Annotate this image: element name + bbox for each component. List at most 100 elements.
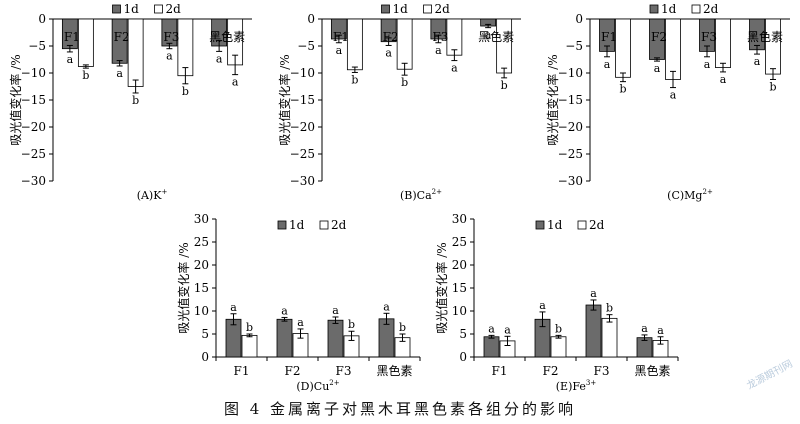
significance-label: a — [539, 299, 546, 312]
category-label: 黑色素 — [747, 30, 783, 44]
bar — [615, 18, 631, 78]
y-tick-label: −25 — [290, 147, 315, 161]
legend-swatch — [649, 4, 659, 14]
y-tick-label: 0 — [38, 12, 46, 26]
legend-label: 2d — [331, 218, 347, 232]
significance-label: a — [704, 58, 711, 71]
y-tick-label: −10 — [558, 66, 583, 80]
category-label: 黑色素 — [376, 364, 412, 378]
significance-label: a — [332, 304, 339, 317]
significance-label: a — [336, 44, 343, 57]
y-tick-label: −20 — [290, 120, 315, 134]
significance-label: a — [604, 58, 611, 71]
y-tick-label: −30 — [21, 174, 46, 188]
y-tick-label: −10 — [290, 66, 315, 80]
category-label: F2 — [285, 364, 301, 378]
category-label: F1 — [492, 364, 508, 378]
legend-label: 1d — [547, 218, 563, 232]
bar — [483, 336, 500, 358]
bar — [396, 18, 413, 70]
significance-label: a — [435, 44, 442, 57]
legend-swatch — [577, 220, 587, 230]
panel-label: (A)K+ — [137, 188, 168, 202]
panel-label: (C)Mg2+ — [667, 188, 713, 202]
y-tick-label: −20 — [21, 120, 46, 134]
significance-label: a — [297, 316, 304, 329]
category-label: F3 — [432, 30, 448, 44]
significance-label: b — [769, 80, 776, 93]
y-tick-label: −25 — [558, 147, 583, 161]
y-tick-label: 20 — [194, 258, 209, 272]
y-tick-label: 0 — [201, 350, 209, 364]
significance-label: b — [501, 79, 508, 92]
legend-swatch — [691, 4, 701, 14]
y-tick-label: −5 — [297, 39, 315, 53]
significance-label: b — [399, 321, 406, 334]
bar — [496, 18, 513, 74]
category-label: F1 — [234, 364, 250, 378]
bar — [327, 319, 344, 358]
significance-label: a — [720, 73, 727, 86]
y-tick-label: −10 — [21, 66, 46, 80]
legend-label: 1d — [124, 2, 140, 16]
legend-swatch — [535, 220, 545, 230]
y-tick-label: 25 — [194, 235, 209, 249]
significance-label: b — [351, 73, 358, 86]
y-tick-label: 30 — [452, 212, 467, 226]
y-tick-label: −25 — [21, 147, 46, 161]
bar — [346, 18, 363, 71]
panel-label: (B)Ca2+ — [400, 188, 442, 202]
bar — [276, 318, 293, 358]
significance-label: b — [606, 302, 613, 315]
bar — [765, 18, 781, 75]
significance-label: a — [657, 324, 664, 337]
y-tick-label: 0 — [459, 350, 467, 364]
significance-label: a — [67, 53, 74, 66]
bar — [550, 336, 567, 358]
category-label: F3 — [336, 364, 352, 378]
figure-caption: 图 4 金属离子对黑木耳黑色素各组分的影响 — [223, 400, 577, 418]
y-tick-label: 0 — [307, 12, 315, 26]
category-label: F1 — [333, 30, 349, 44]
bar — [601, 317, 618, 358]
y-tick-label: −20 — [558, 120, 583, 134]
significance-label: a — [281, 304, 288, 317]
y-tick-label: 25 — [452, 235, 467, 249]
category-label: F1 — [601, 30, 617, 44]
significance-label: a — [670, 89, 677, 102]
significance-label: b — [132, 94, 139, 107]
legend-swatch — [277, 220, 287, 230]
significance-label: b — [401, 76, 408, 89]
significance-label: a — [385, 46, 392, 59]
bar — [585, 304, 602, 358]
y-axis-label: 吸光值变化率 /% — [434, 242, 449, 333]
significance-label: a — [641, 322, 648, 335]
category-label: F3 — [701, 30, 717, 44]
y-tick-label: 10 — [452, 304, 467, 318]
significance-label: a — [754, 55, 761, 68]
category-label: F2 — [651, 30, 667, 44]
category-label: F2 — [543, 364, 559, 378]
legend-swatch — [423, 4, 432, 14]
category-label: F3 — [594, 364, 610, 378]
significance-label: a — [654, 62, 661, 75]
category-label: F3 — [163, 30, 179, 44]
significance-label: a — [485, 29, 492, 42]
legend-label: 1d — [289, 218, 305, 232]
y-tick-label: −15 — [558, 93, 583, 107]
bar — [715, 18, 731, 68]
category-label: 黑色素 — [209, 30, 245, 44]
significance-label: b — [182, 85, 189, 98]
panel-label: (D)Cu2+ — [296, 379, 339, 393]
panel-label: (E)Fe3+ — [556, 379, 597, 393]
legend-label: 2d — [703, 2, 719, 16]
y-tick-label: 10 — [194, 304, 209, 318]
y-axis-label: 吸光值变化率 /% — [545, 54, 560, 145]
significance-label: a — [383, 300, 390, 313]
y-tick-label: 30 — [194, 212, 209, 226]
significance-label: a — [488, 322, 495, 335]
significance-label: a — [451, 62, 458, 75]
